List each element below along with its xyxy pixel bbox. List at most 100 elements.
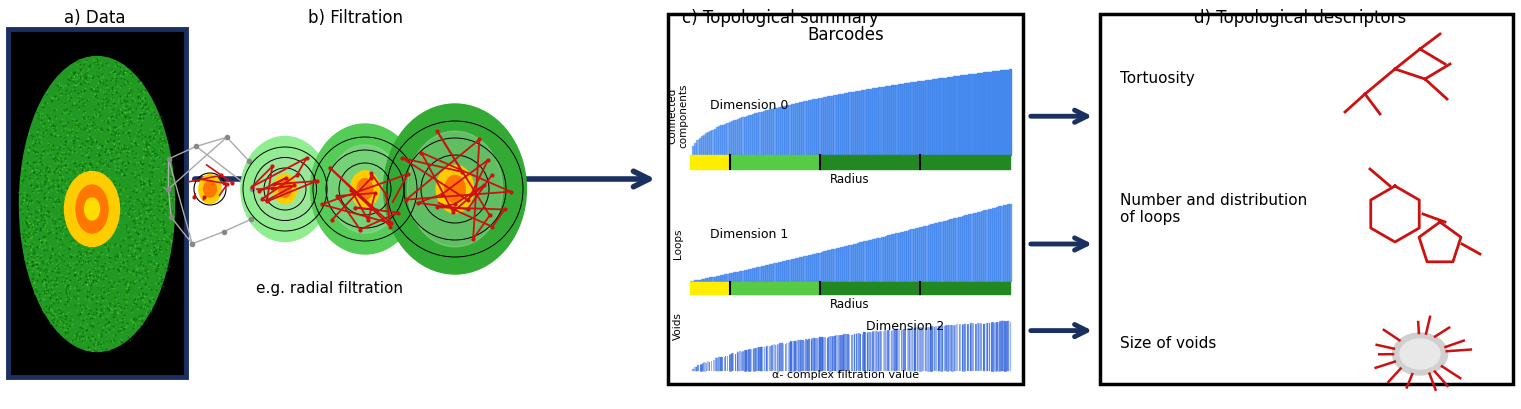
Point bbox=[18, 223, 43, 230]
Point bbox=[26, 126, 50, 133]
Point bbox=[131, 94, 155, 101]
Point bbox=[78, 288, 102, 294]
Point bbox=[26, 244, 50, 250]
Point bbox=[26, 115, 50, 121]
Point bbox=[56, 210, 81, 216]
Point bbox=[122, 156, 146, 163]
Point bbox=[134, 290, 158, 297]
Point bbox=[56, 253, 81, 260]
Point bbox=[53, 297, 78, 303]
Point bbox=[160, 178, 184, 185]
Point bbox=[44, 81, 68, 88]
Point bbox=[106, 304, 131, 310]
Point bbox=[143, 122, 167, 128]
Point bbox=[64, 175, 88, 181]
Point bbox=[122, 247, 146, 254]
Point bbox=[117, 92, 141, 98]
Point bbox=[20, 278, 44, 284]
Point bbox=[102, 86, 126, 93]
Point bbox=[102, 279, 126, 285]
Point bbox=[134, 147, 158, 153]
Point bbox=[67, 218, 91, 225]
Point bbox=[111, 237, 135, 243]
Point bbox=[79, 211, 103, 218]
Point bbox=[71, 258, 96, 264]
Point bbox=[65, 299, 90, 306]
Point bbox=[90, 102, 114, 108]
Point bbox=[135, 305, 160, 311]
Point bbox=[122, 299, 146, 306]
Point bbox=[116, 225, 140, 231]
Ellipse shape bbox=[85, 198, 99, 220]
Point bbox=[41, 177, 65, 183]
Point bbox=[67, 56, 91, 62]
Point bbox=[131, 88, 155, 94]
Text: Dimension 2: Dimension 2 bbox=[865, 320, 945, 333]
Point bbox=[29, 239, 53, 246]
Point bbox=[116, 321, 140, 328]
Point bbox=[123, 97, 148, 103]
Point bbox=[119, 306, 143, 313]
Point bbox=[138, 227, 163, 233]
Point bbox=[71, 108, 96, 115]
Point bbox=[131, 224, 155, 231]
Point bbox=[97, 102, 122, 109]
Point bbox=[38, 141, 62, 148]
Point bbox=[117, 280, 141, 286]
Point bbox=[140, 257, 164, 263]
Point bbox=[29, 167, 53, 174]
Point bbox=[88, 209, 113, 216]
Point bbox=[82, 189, 106, 196]
Point bbox=[141, 164, 166, 170]
Point bbox=[53, 138, 78, 144]
Point bbox=[73, 257, 97, 264]
Ellipse shape bbox=[383, 104, 526, 274]
Point bbox=[85, 144, 110, 150]
Point bbox=[96, 318, 120, 324]
Point bbox=[108, 325, 132, 331]
Point bbox=[55, 285, 79, 292]
Point bbox=[114, 301, 138, 308]
Point bbox=[140, 212, 164, 218]
Point bbox=[56, 183, 81, 190]
Point bbox=[154, 220, 178, 227]
Point bbox=[40, 217, 64, 223]
Point bbox=[148, 130, 172, 136]
Point bbox=[46, 132, 70, 138]
Point bbox=[46, 157, 70, 164]
Point bbox=[67, 121, 91, 128]
Point bbox=[123, 215, 148, 222]
Point bbox=[87, 265, 111, 272]
Ellipse shape bbox=[310, 124, 420, 254]
Point bbox=[64, 185, 88, 192]
Point bbox=[68, 188, 93, 194]
Point bbox=[21, 238, 46, 245]
Point bbox=[75, 151, 99, 158]
Point bbox=[125, 221, 149, 228]
Point bbox=[71, 219, 96, 225]
Point bbox=[18, 219, 43, 226]
Point bbox=[47, 144, 71, 151]
Point bbox=[41, 121, 65, 128]
Point bbox=[114, 117, 138, 124]
Point bbox=[88, 128, 113, 134]
Point bbox=[70, 325, 94, 331]
Point bbox=[37, 312, 61, 318]
Point bbox=[160, 175, 184, 181]
Point bbox=[50, 317, 75, 324]
Point bbox=[102, 142, 126, 149]
Point bbox=[151, 136, 175, 143]
Point bbox=[53, 281, 78, 288]
Point bbox=[18, 253, 43, 259]
Point bbox=[62, 160, 87, 166]
Point bbox=[146, 235, 170, 242]
Point bbox=[143, 114, 167, 121]
Point bbox=[43, 317, 67, 324]
Point bbox=[67, 93, 91, 99]
Point bbox=[56, 110, 81, 116]
Point bbox=[58, 107, 82, 114]
Point bbox=[93, 202, 117, 209]
Point bbox=[100, 137, 125, 144]
Point bbox=[82, 125, 106, 132]
Point bbox=[67, 98, 91, 105]
